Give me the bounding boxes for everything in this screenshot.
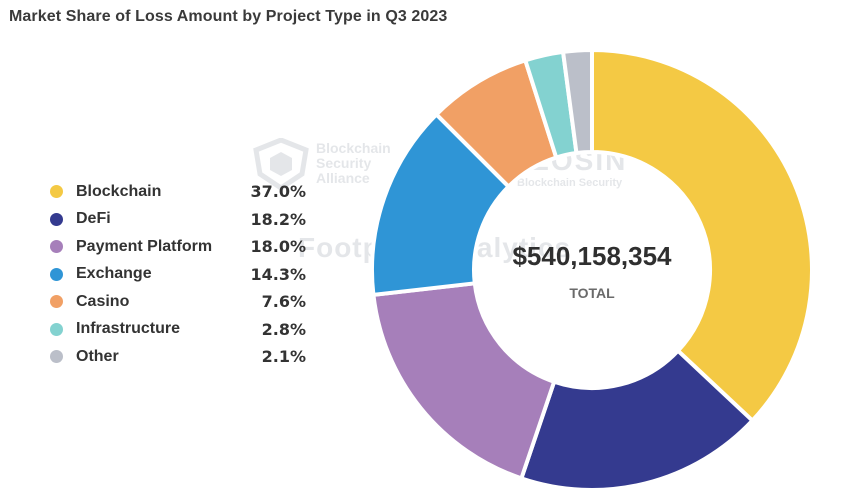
legend-item-casino[interactable]: Casino 7.6% — [50, 288, 320, 316]
legend-item-payment-platform[interactable]: Payment Platform 18.0% — [50, 233, 320, 261]
legend-swatch — [50, 267, 63, 281]
legend-item-other[interactable]: Other 2.1% — [50, 343, 320, 371]
legend-value: 14.3% — [250, 264, 306, 284]
legend-label: Payment Platform — [76, 237, 213, 255]
total-label: TOTAL — [569, 285, 615, 301]
legend-label: Other — [76, 347, 119, 365]
legend-swatch — [50, 322, 63, 336]
legend-value: 2.8% — [261, 319, 306, 339]
legend-label: Infrastructure — [76, 320, 181, 338]
legend-swatch — [50, 295, 63, 309]
slice-payment-platform[interactable] — [371, 281, 557, 481]
legend-label: Exchange — [76, 265, 152, 283]
legend-swatch — [50, 350, 63, 364]
chart-title: Market Share of Loss Amount by Project T… — [9, 8, 448, 25]
legend-item-infrastructure[interactable]: Infrastructure 2.8% — [50, 316, 320, 344]
legend-label: DeFi — [76, 210, 111, 228]
legend-item-defi[interactable]: DeFi 18.2% — [50, 206, 320, 234]
slice-other[interactable] — [561, 48, 594, 156]
legend-swatch — [50, 212, 63, 226]
slice-blockchain[interactable] — [590, 48, 814, 423]
legend-swatch — [50, 185, 63, 199]
legend-value: 18.0% — [250, 237, 306, 257]
legend-value: 18.2% — [250, 209, 306, 229]
legend-swatch — [50, 240, 63, 254]
legend-label: Blockchain — [76, 182, 162, 200]
slice-defi[interactable] — [519, 348, 755, 492]
total-amount: $540,158,354 — [512, 241, 672, 271]
legend: Blockchain 37.0% DeFi 18.2% Payment Plat… — [50, 178, 320, 371]
legend-value: 7.6% — [261, 292, 306, 312]
legend-item-exchange[interactable]: Exchange 14.3% — [50, 261, 320, 289]
legend-item-blockchain[interactable]: Blockchain 37.0% — [50, 178, 320, 206]
legend-value: 37.0% — [250, 182, 306, 202]
legend-value: 2.1% — [261, 347, 306, 367]
legend-label: Casino — [76, 292, 130, 310]
